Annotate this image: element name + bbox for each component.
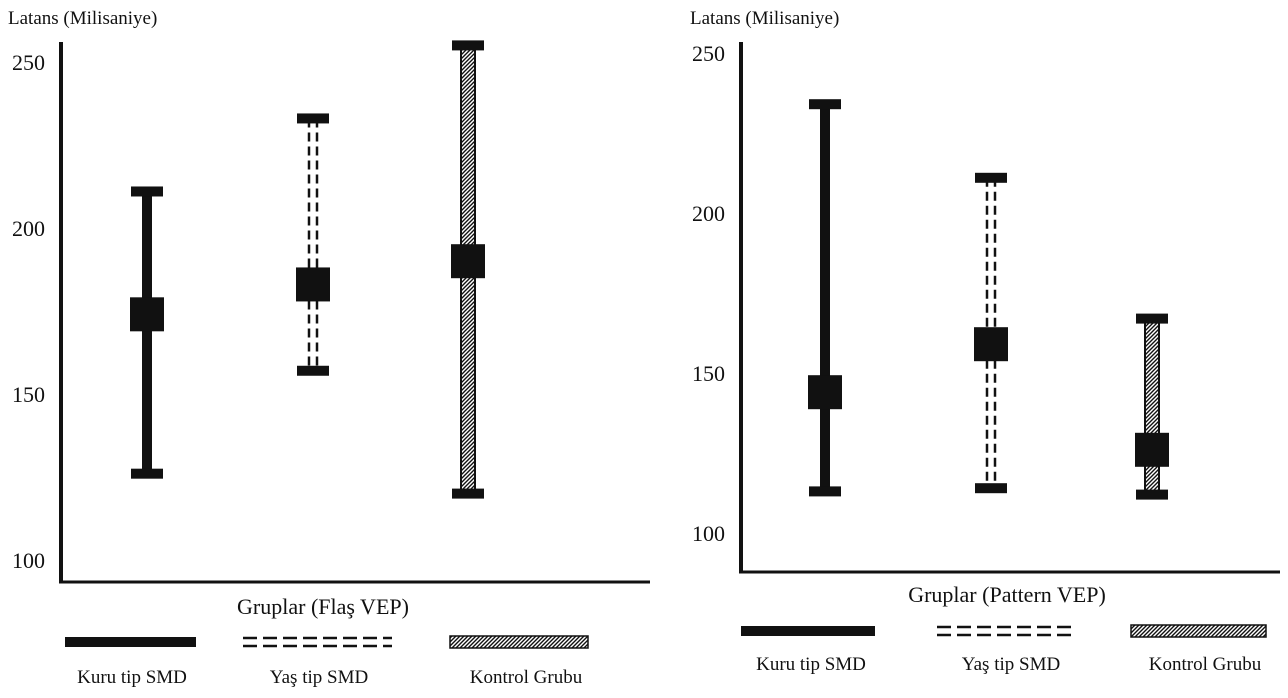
- legend-item-kuru-tip-smd: Kuru tip SMD: [741, 626, 875, 675]
- chart-panel-2: Latans (Milisaniye) Gruplar (Pattern VEP)…: [690, 8, 1280, 675]
- mean-marker: [974, 327, 1008, 362]
- error-bar-cap-top: [975, 172, 1007, 183]
- mean-marker: [1135, 432, 1169, 467]
- legend-item-kontrol-grubu: Kontrol Grubu: [449, 635, 589, 688]
- legend-label: Kuru tip SMD: [77, 667, 187, 688]
- error-bar-cap-top: [131, 186, 163, 197]
- y-tick-label: 250: [692, 41, 725, 66]
- y-tick-label: 200: [692, 201, 725, 226]
- series-ya-tip-smd: [974, 172, 1008, 494]
- mean-marker: [296, 267, 330, 302]
- y-tick-label: 250: [12, 50, 45, 75]
- error-bar-cap-bottom: [297, 365, 329, 376]
- error-bar-line: [1144, 317, 1160, 496]
- legend-label: Kontrol Grubu: [1149, 654, 1262, 675]
- legend-item-kuru-tip-smd: Kuru tip SMD: [65, 637, 196, 688]
- mean-marker: [130, 297, 164, 332]
- legend-swatch: [449, 635, 589, 649]
- legend-label: Yaş tip SMD: [962, 654, 1060, 675]
- error-bar-cap-bottom: [452, 488, 484, 499]
- series-kuru-tip-smd: [130, 186, 164, 479]
- legend-item-kontrol-grubu: Kontrol Grubu: [1130, 624, 1267, 675]
- y-tick-label: 150: [12, 382, 45, 407]
- legend-item-ya-tip-smd: Yaş tip SMD: [937, 625, 1074, 675]
- legend-swatch: [1130, 624, 1267, 638]
- legend-swatch: [741, 626, 875, 636]
- error-bar-line: [142, 191, 152, 474]
- y-tick-label: 100: [12, 548, 45, 573]
- x-axis-title: Gruplar (Flaş VEP): [237, 594, 409, 619]
- legend-label: Kuru tip SMD: [756, 654, 866, 675]
- series-ya-tip-smd: [296, 113, 330, 376]
- error-bar-cap-bottom: [1136, 489, 1168, 500]
- legend-swatch: [65, 637, 196, 647]
- legend-label: Kontrol Grubu: [470, 667, 583, 688]
- error-bar-cap-top: [452, 40, 484, 51]
- error-bar-cap-bottom: [975, 483, 1007, 494]
- y-tick-label: 150: [692, 361, 725, 386]
- legend-label: Yaş tip SMD: [270, 667, 368, 688]
- error-bar-cap-bottom: [809, 486, 841, 497]
- mean-marker: [808, 375, 842, 410]
- y-tick-label: 200: [12, 216, 45, 241]
- series-kuru-tip-smd: [808, 99, 842, 497]
- chart-panel-1: Latans (Milisaniye) Gruplar (Flaş VEP) 100…: [8, 8, 650, 688]
- error-bar-cap-top: [297, 113, 329, 124]
- x-axis-title: Gruplar (Pattern VEP): [908, 582, 1106, 607]
- series-kontrol-grubu: [1135, 313, 1169, 500]
- y-axis-title: Latans (Milisaniye): [8, 8, 157, 29]
- error-bar-cap-top: [809, 99, 841, 110]
- error-bar-cap-bottom: [131, 468, 163, 479]
- y-axis-title: Latans (Milisaniye): [690, 8, 839, 29]
- error-bar-cap-top: [1136, 313, 1168, 324]
- series-kontrol-grubu: [451, 40, 485, 499]
- legend-item-ya-tip-smd: Yaş tip SMD: [243, 636, 392, 688]
- error-bar-line: [820, 104, 830, 492]
- mean-marker: [451, 244, 485, 279]
- y-tick-label: 100: [692, 521, 725, 546]
